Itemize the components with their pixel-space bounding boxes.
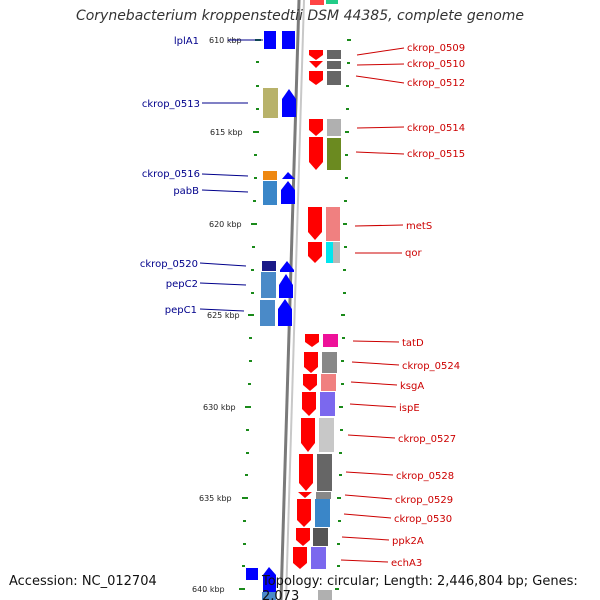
gene-arrow-ckrop_0528 (299, 454, 313, 491)
gene-label-ckrop_0529: ckrop_0529 (395, 495, 453, 506)
gene-arrow-ckrop_0524 (304, 352, 318, 373)
gene-label-ppk2A: ppk2A (392, 536, 424, 547)
scale-labels: 610 kbp 615 kbp 620 kbp 625 kbp 630 kbp … (192, 36, 243, 594)
gene-label-ispE: ispE (399, 403, 420, 414)
gene-label-ckrop_0514: ckrop_0514 (407, 123, 465, 134)
gene-arrow-ckrop_0530 (297, 499, 311, 527)
gene-arrow-qor (308, 242, 322, 263)
gene-arrow-ckrop_0514 (309, 119, 323, 136)
scale-label-620: 620 kbp (209, 220, 242, 229)
scale-label-610: 610 kbp (209, 36, 242, 45)
gene-label-lplA1: lplA1 (174, 36, 199, 47)
reverse-cog-boxes (311, 50, 341, 600)
left-gene-labels: lplA1 ckrop_0513 ckrop_0516 pabB ckrop_0… (140, 36, 200, 316)
gene-arrow-ckrop_0529 (298, 492, 312, 498)
scale-label-640: 640 kbp (192, 585, 225, 594)
gene-arrow-lplA1-b (282, 31, 295, 49)
gene-label-ckrop_0516: ckrop_0516 (142, 169, 200, 180)
top-clipped-features (310, 0, 338, 5)
gene-label-ckrop_0527: ckrop_0527 (398, 434, 456, 445)
topology-summary: Topology: circular; Length: 2,446,804 bp… (262, 574, 578, 600)
left-leader-lines (199, 39, 263, 312)
gene-arrow-tatD (305, 334, 319, 347)
gene-label-echA3: echA3 (391, 558, 422, 569)
gene-label-qor: qor (405, 248, 422, 259)
gene-label-pepC2: pepC2 (166, 279, 198, 290)
gene-arrow-bottom-1 (246, 568, 258, 580)
gene-label-ckrop_0528: ckrop_0528 (396, 471, 454, 482)
gene-label-ckrop_0510: ckrop_0510 (407, 59, 465, 70)
scale-label-615: 615 kbp (210, 128, 243, 137)
gene-label-ckrop_0515: ckrop_0515 (407, 149, 465, 160)
gene-arrow-ckrop_0509 (309, 50, 323, 60)
gene-label-pabB: pabB (173, 186, 199, 197)
right-leader-lines (340, 47, 405, 563)
gene-label-ksgA: ksgA (400, 381, 424, 392)
gene-arrow-bottom-2 (263, 567, 276, 600)
gene-arrow-ppk2A (296, 528, 310, 546)
scale-label-625: 625 kbp (207, 311, 240, 320)
gene-label-ckrop_0509: ckrop_0509 (407, 43, 465, 54)
gene-label-ckrop_0520: ckrop_0520 (140, 259, 198, 270)
forward-strand-features (246, 31, 296, 600)
map-title: Corynebacterium kroppenstedtii DSM 44385… (75, 8, 525, 24)
gene-label-tatD: tatD (402, 338, 424, 349)
gene-arrow-ckrop_0520 (280, 261, 294, 272)
gene-arrow-ispE (302, 392, 316, 416)
gene-arrow-echA3 (293, 547, 307, 569)
gene-label-ckrop_0530: ckrop_0530 (394, 514, 452, 525)
reverse-strand-features (293, 50, 323, 569)
gene-arrow-ckrop_0510 (309, 61, 323, 68)
right-gene-labels: ckrop_0509 ckrop_0510 ckrop_0512 ckrop_0… (391, 43, 465, 569)
gene-arrow-ckrop_0512 (309, 71, 323, 85)
scale-label-635: 635 kbp (199, 494, 232, 503)
gene-arrow-pepC1 (278, 299, 292, 326)
gene-arrow-ckrop_0527 (301, 418, 315, 452)
gene-label-pepC1: pepC1 (165, 305, 197, 316)
gene-label-ckrop_0524: ckrop_0524 (402, 361, 460, 372)
gene-label-ckrop_0513: ckrop_0513 (142, 99, 200, 110)
gene-arrow-pabB (281, 181, 295, 204)
forward-cog-boxes (260, 88, 278, 600)
gene-label-ckrop_0512: ckrop_0512 (407, 78, 465, 89)
gene-arrow-ksgA (303, 374, 317, 391)
scale-ticks-right (335, 39, 351, 590)
gene-arrow-ckrop_0513 (282, 89, 296, 117)
gene-label-metS: metS (406, 221, 432, 232)
gene-arrow-ckrop_0515 (309, 137, 323, 170)
gene-arrow-lplA1 (264, 31, 276, 49)
scale-label-630: 630 kbp (203, 403, 236, 412)
gene-arrow-pepC2 (279, 274, 293, 298)
accession-label: Accession: NC_012704 (9, 574, 157, 589)
gene-arrow-ckrop_0516 (282, 172, 295, 179)
scale-ticks-left (239, 39, 261, 590)
gene-arrow-metS (308, 207, 322, 240)
